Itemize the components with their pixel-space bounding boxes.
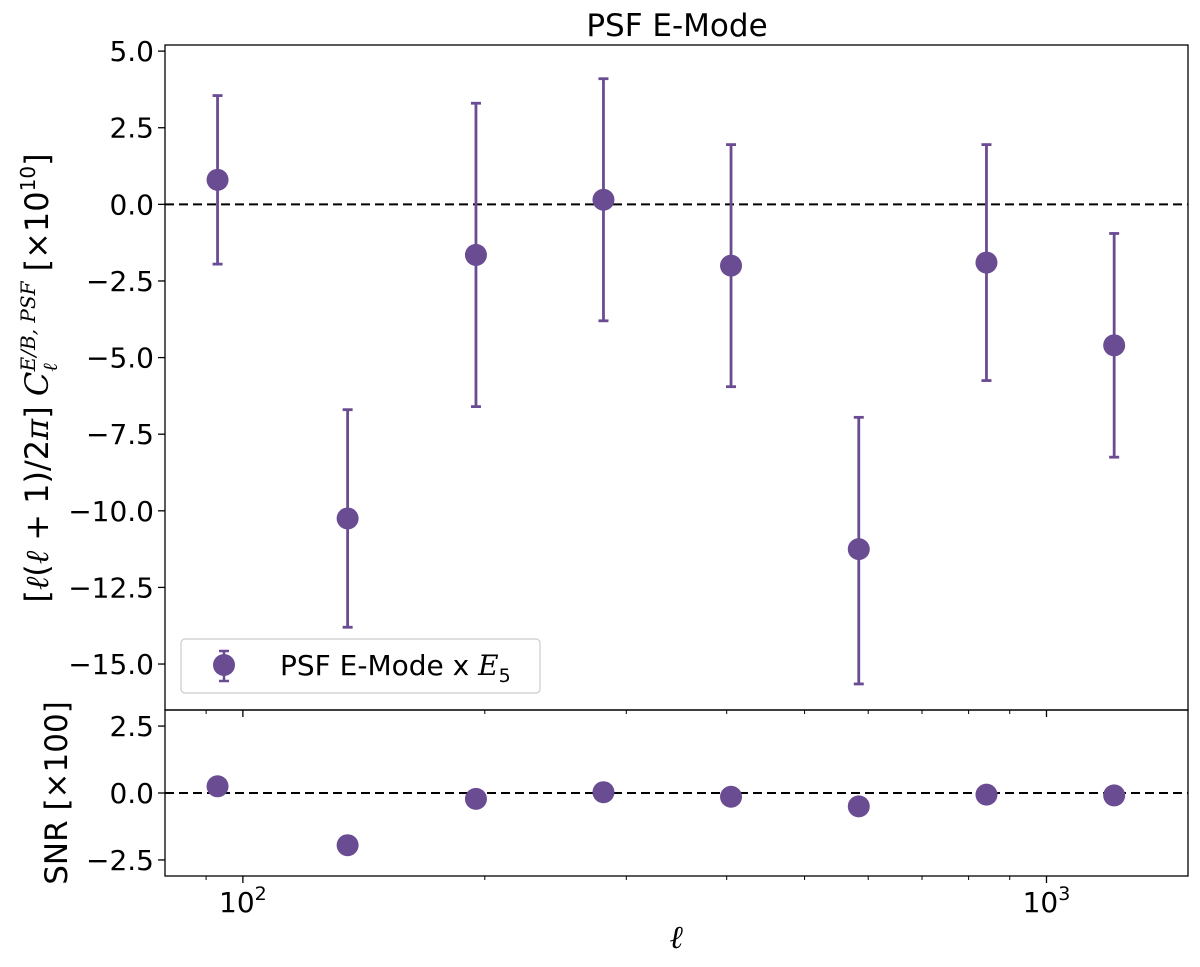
y-tick-label: −12.5	[68, 571, 154, 604]
x-tick-label: 103	[1023, 883, 1071, 919]
snr-series	[206, 775, 1126, 857]
data-point	[206, 168, 229, 191]
snr-point	[975, 783, 998, 806]
data-point	[336, 507, 359, 530]
snr-point	[1103, 784, 1126, 807]
data-point	[847, 538, 870, 561]
main-y-axis: 5.0 2.5 0.0 −2.5 −5.0 −7.5 −10.0 −12.5 −15.0	[68, 35, 165, 681]
snr-point	[464, 787, 487, 810]
data-point	[1103, 334, 1126, 357]
x-axis-label: ℓ	[669, 918, 683, 956]
main-plot-frame	[164, 44, 1189, 711]
legend: PSF E-Mode x E5	[180, 638, 541, 694]
svg-text:[ℓ(ℓ + 1)/2π] CℓE/B, PSF [×101: [ℓ(ℓ + 1)/2π] CℓE/B, PSF [×1010]	[16, 153, 62, 602]
y-tick-label: −2.5	[86, 265, 154, 298]
snr-y-axis-label: SNR [×100]	[39, 701, 75, 885]
snr-point	[847, 795, 870, 818]
main-series	[206, 77, 1126, 686]
main-y-axis-label: [ℓ(ℓ + 1)/2π] CℓE/B, PSF [×1010]	[16, 153, 62, 602]
data-point	[592, 188, 615, 211]
snr-y-tick-label: 0.0	[109, 777, 154, 810]
y-tick-label: −10.0	[68, 495, 154, 528]
legend-label: PSF E-Mode x E5	[280, 649, 511, 687]
x-axis: 102 103	[205, 710, 1071, 919]
data-point	[975, 251, 998, 274]
chart-title: PSF E-Mode	[586, 8, 767, 44]
snr-y-tick-label: 2.5	[109, 710, 154, 743]
snr-point	[336, 834, 359, 857]
y-tick-label: 2.5	[109, 112, 154, 145]
snr-y-axis: 2.5 0.0 −2.5	[86, 710, 165, 877]
snr-point	[720, 785, 743, 808]
y-tick-label: −5.0	[86, 342, 154, 375]
y-tick-label: −15.0	[68, 648, 154, 681]
data-point	[464, 243, 487, 266]
x-tick-label: 102	[219, 883, 267, 919]
y-tick-label: −7.5	[86, 418, 154, 451]
y-tick-label: 5.0	[109, 35, 154, 68]
legend-box	[180, 638, 541, 694]
legend-marker	[213, 654, 235, 676]
data-point	[720, 254, 743, 277]
snr-point	[206, 775, 229, 798]
snr-y-tick-label: −2.5	[86, 844, 154, 877]
snr-point	[592, 781, 615, 804]
y-tick-label: 0.0	[109, 188, 154, 221]
